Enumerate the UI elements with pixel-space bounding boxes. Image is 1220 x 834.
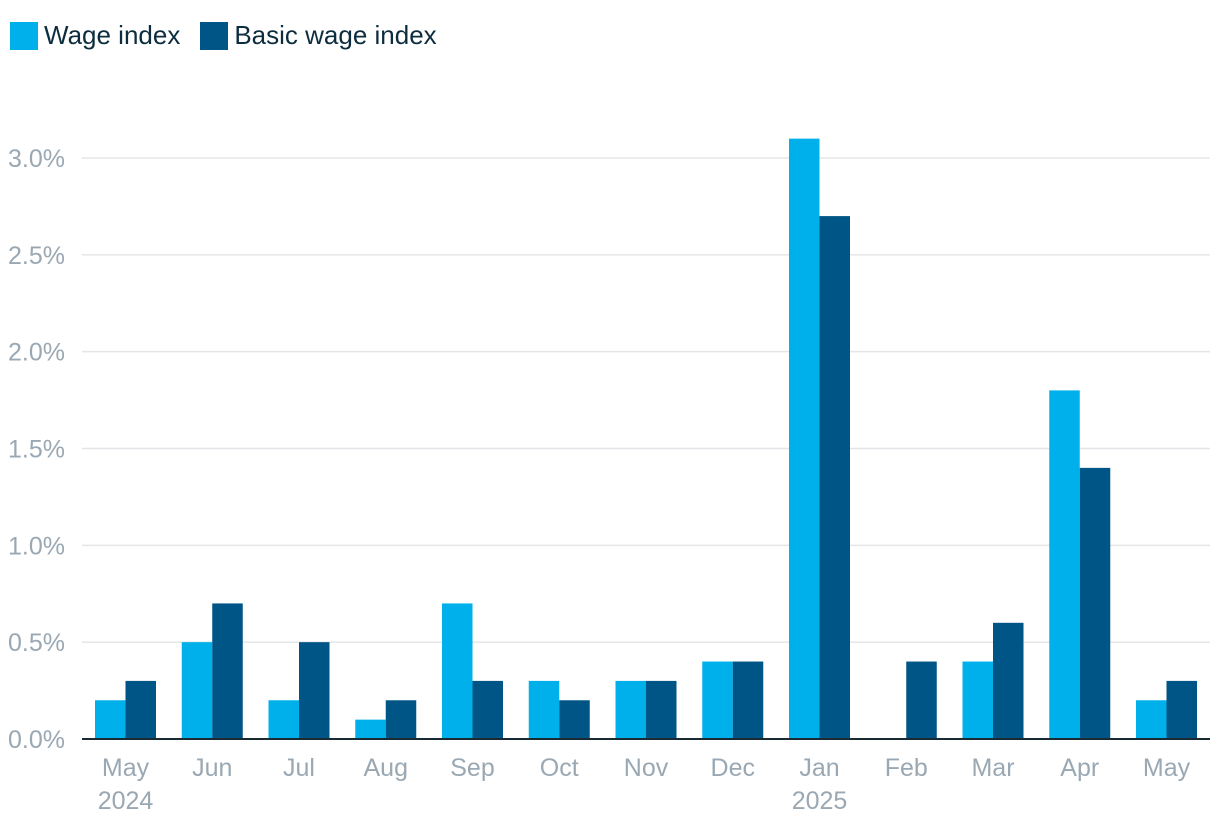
- x-tick-label: Sep: [450, 754, 494, 782]
- y-tick-label: 0.5%: [8, 629, 65, 657]
- x-tick-label: Apr: [1060, 754, 1099, 782]
- x-tick-label: Nov: [624, 754, 669, 782]
- x-tick-label: May: [1143, 754, 1191, 782]
- bar-basic-wage-index: [472, 680, 503, 739]
- bar-basic-wage-index: [559, 700, 590, 739]
- bar-wage-index: [268, 700, 299, 739]
- x-tick-label: Jan: [799, 754, 839, 782]
- bar-wage-index: [702, 661, 733, 739]
- y-tick-label: 2.0%: [8, 339, 65, 367]
- y-tick-label: 0.0%: [8, 726, 65, 754]
- legend-item-basic-wage-index: Basic wage index: [200, 20, 437, 51]
- legend-label-basic-wage-index: Basic wage index: [234, 20, 437, 50]
- legend: Wage index Basic wage index: [10, 20, 457, 51]
- bar-basic-wage-index: [993, 622, 1024, 739]
- bar-basic-wage-index: [732, 661, 764, 739]
- bar-wage-index: [1049, 390, 1080, 739]
- bar-basic-wage-index: [1166, 680, 1197, 739]
- bar-basic-wage-index: [906, 661, 937, 739]
- x-tick-label: Jul: [283, 754, 315, 782]
- y-tick-label: 1.5%: [8, 436, 65, 464]
- x-tick-label: Dec: [711, 754, 755, 782]
- bar-wage-index: [962, 661, 993, 739]
- x-tick-label: Jun: [192, 754, 232, 782]
- bar-wage-index: [181, 642, 213, 739]
- bar-wage-index: [442, 603, 473, 739]
- bar-wage-index: [95, 700, 126, 739]
- legend-swatch-basic-wage-index: [200, 21, 229, 50]
- bar-wage-index: [355, 719, 386, 739]
- legend-label-wage-index: Wage index: [44, 20, 181, 50]
- bar-basic-wage-index: [212, 603, 243, 739]
- x-tick-label: Feb: [885, 754, 928, 782]
- bar-wage-index: [789, 138, 820, 740]
- y-tick-label: 2.5%: [8, 242, 65, 270]
- x-year-label: 2025: [792, 787, 848, 815]
- x-tick-label: Aug: [364, 754, 408, 782]
- bar-basic-wage-index: [125, 680, 156, 739]
- x-tick-label: Mar: [971, 754, 1014, 782]
- bar-basic-wage-index: [646, 680, 677, 739]
- x-tick-label: Oct: [540, 754, 579, 782]
- bar-basic-wage-index: [1079, 467, 1111, 739]
- bar-wage-index: [528, 680, 560, 739]
- bar-basic-wage-index: [299, 642, 330, 739]
- legend-swatch-wage-index: [10, 21, 38, 50]
- legend-item-wage-index: Wage index: [10, 20, 180, 51]
- x-tick-label: May: [102, 754, 150, 782]
- bar-wage-index: [1136, 700, 1167, 739]
- x-year-label: 2024: [98, 787, 154, 815]
- bar-basic-wage-index: [385, 700, 417, 739]
- y-tick-label: 1.0%: [8, 532, 65, 560]
- bar-basic-wage-index: [819, 216, 850, 740]
- y-tick-label: 3.0%: [8, 145, 65, 173]
- bar-wage-index: [615, 680, 646, 739]
